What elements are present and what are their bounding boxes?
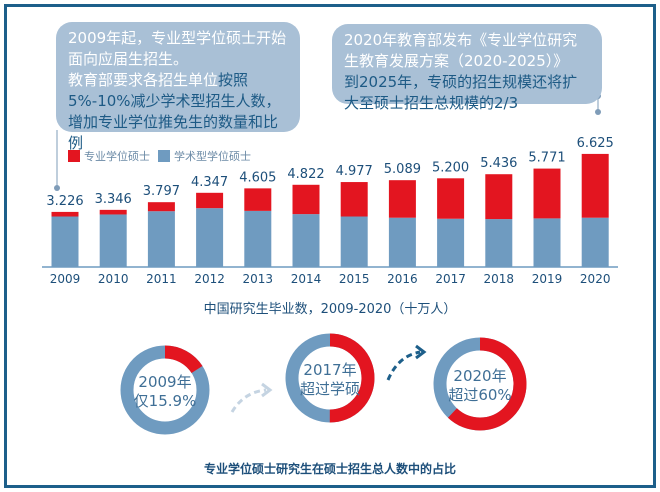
legend-label: 学术型学位硕士 bbox=[174, 150, 251, 163]
donut-label-value: 超过学硕 bbox=[300, 380, 360, 398]
legend-swatch bbox=[68, 150, 80, 162]
legend-academic: 学术型学位硕士 bbox=[158, 148, 251, 164]
arrow-head-icon bbox=[415, 344, 427, 360]
data-label: 3.346 bbox=[95, 192, 132, 207]
bar-academic-2010 bbox=[99, 214, 127, 267]
bar-academic-2009 bbox=[51, 216, 79, 267]
callout-text: 2020年教育部发布《专业学位研究生教育发展方案（2020-2025）》 bbox=[344, 31, 578, 70]
donut-label-year: 2009年 bbox=[138, 373, 191, 391]
data-label: 4.605 bbox=[239, 170, 276, 185]
donut-title: 专业学位硕士研究生在硕士招生总人数中的占比 bbox=[203, 462, 456, 476]
bar-academic-2011 bbox=[147, 211, 175, 267]
data-label: 3.226 bbox=[46, 194, 83, 209]
donut-label-year: 2017年 bbox=[303, 361, 356, 379]
callout-2020: 2020年教育部发布《专业学位研究生教育发展方案（2020-2025）》 到20… bbox=[332, 24, 602, 112]
data-label: 6.625 bbox=[577, 136, 614, 151]
x-tick-label: 2015 bbox=[339, 272, 370, 286]
bar-academic-2017 bbox=[437, 218, 465, 267]
x-tick-label: 2019 bbox=[532, 272, 563, 286]
bar-professional-2016 bbox=[388, 180, 416, 218]
x-tick-label: 2010 bbox=[98, 272, 129, 286]
bar-professional-2009 bbox=[51, 211, 79, 217]
bar-professional-2013 bbox=[244, 188, 272, 211]
arrow-icon bbox=[230, 388, 267, 413]
bar-professional-2011 bbox=[147, 202, 175, 212]
donut-label-value: 仅15.9% bbox=[134, 392, 197, 410]
x-tick-label: 2017 bbox=[435, 272, 466, 286]
data-label: 4.977 bbox=[336, 164, 373, 179]
bar-professional-2019 bbox=[533, 168, 561, 219]
x-tick-label: 2016 bbox=[387, 272, 418, 286]
x-tick-label: 2011 bbox=[146, 272, 177, 286]
x-tick-label: 2014 bbox=[291, 272, 322, 286]
bar-professional-2010 bbox=[99, 209, 127, 215]
legend-professional: 专业学位硕士 bbox=[68, 148, 150, 164]
donut-share-arc bbox=[433, 337, 527, 431]
bar-professional-2017 bbox=[437, 178, 465, 219]
bar-academic-2014 bbox=[292, 214, 320, 267]
legend-swatch bbox=[158, 150, 170, 162]
x-tick-label: 2009 bbox=[50, 272, 81, 286]
data-label: 5.089 bbox=[384, 162, 421, 177]
bar-professional-2012 bbox=[196, 192, 224, 209]
x-tick-label: 2020 bbox=[580, 272, 611, 286]
bar-academic-2012 bbox=[196, 208, 224, 267]
bar-academic-2015 bbox=[340, 216, 368, 267]
bar-academic-2019 bbox=[533, 218, 561, 267]
bar-academic-2020 bbox=[581, 217, 609, 267]
bar-academic-2018 bbox=[485, 219, 513, 267]
donut-label-value: 超过60% bbox=[448, 386, 511, 404]
bar-professional-2020 bbox=[581, 153, 609, 218]
data-label: 5.200 bbox=[432, 160, 469, 175]
connector-dot bbox=[54, 185, 60, 191]
callout-highlight: 到2025年，专硕的招生规模还将扩大至硕士招生总规模的2/3 bbox=[344, 73, 578, 112]
legend-label: 专业学位硕士 bbox=[84, 150, 150, 163]
bar-professional-2015 bbox=[340, 182, 368, 217]
bar-professional-2014 bbox=[292, 184, 320, 215]
donut-share-arc bbox=[285, 333, 375, 423]
data-label: 5.771 bbox=[528, 151, 565, 166]
chart-title: 中国研究生毕业数，2009-2020（十万人） bbox=[203, 302, 457, 317]
data-label: 5.436 bbox=[480, 156, 517, 171]
bar-academic-2016 bbox=[388, 217, 416, 267]
arrow-head-icon bbox=[261, 382, 273, 398]
callout-text: 2009年起，专业型学位硕士开始面向应届生招生。 bbox=[68, 29, 287, 68]
x-tick-label: 2013 bbox=[243, 272, 274, 286]
donut-label-year: 2020年 bbox=[453, 367, 506, 385]
bar-professional-2018 bbox=[485, 174, 513, 220]
bar-academic-2013 bbox=[244, 210, 272, 267]
callout-text: 教育部要求各招生单位 bbox=[68, 71, 219, 89]
data-label: 4.822 bbox=[287, 167, 324, 182]
x-tick-label: 2012 bbox=[194, 272, 225, 286]
connector-dot bbox=[595, 109, 601, 115]
callout-highlight: 按照5%-10%减少学术型招生人数，增加专业学位推免生的数量和比例 bbox=[68, 71, 281, 152]
donut-share-arc bbox=[120, 345, 210, 435]
data-label: 4.347 bbox=[191, 175, 228, 190]
callout-2009: 2009年起，专业型学位硕士开始面向应届生招生。 教育部要求各招生单位按照5%-… bbox=[56, 22, 300, 152]
data-label: 3.797 bbox=[143, 184, 180, 199]
arrow-icon bbox=[386, 350, 421, 381]
x-tick-label: 2018 bbox=[484, 272, 515, 286]
